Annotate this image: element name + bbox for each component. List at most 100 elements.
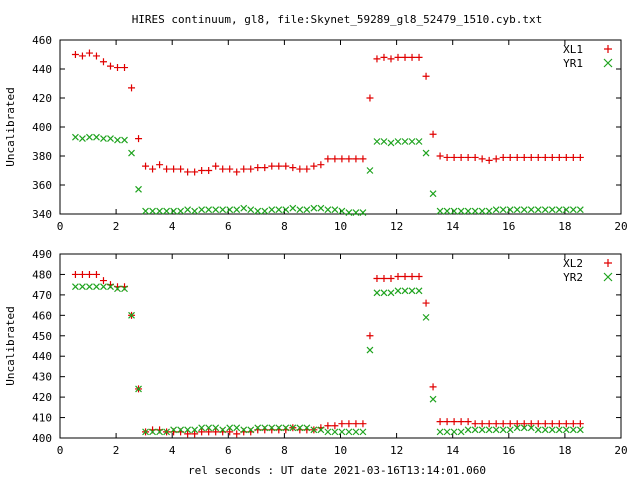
data-point <box>114 285 121 293</box>
data-point <box>191 426 199 434</box>
data-point <box>268 424 276 432</box>
data-point <box>373 289 381 297</box>
data-point <box>121 136 128 144</box>
data-point <box>366 332 374 340</box>
data-point <box>170 207 178 215</box>
x-tick-label: 16 <box>502 220 515 233</box>
data-point <box>352 155 360 163</box>
data-point <box>394 53 402 61</box>
data-point <box>373 55 381 63</box>
data-point <box>352 209 360 216</box>
data-point <box>324 155 332 163</box>
data-point <box>135 185 142 193</box>
data-point <box>163 207 171 215</box>
data-point <box>156 161 164 169</box>
data-point <box>338 420 346 428</box>
data-point <box>401 272 409 280</box>
data-point <box>394 287 402 295</box>
data-point <box>282 162 290 170</box>
x-tick-label: 8 <box>281 220 288 233</box>
data-point <box>240 165 248 173</box>
x-tick-label: 20 <box>614 444 627 457</box>
data-point <box>310 204 318 212</box>
data-point <box>429 395 437 403</box>
data-point <box>163 428 171 436</box>
data-point <box>576 206 584 214</box>
data-point <box>240 204 248 212</box>
data-point <box>478 426 486 434</box>
data-point <box>135 135 143 143</box>
data-point <box>100 283 107 291</box>
data-point <box>128 149 135 157</box>
data-point <box>569 206 577 214</box>
legend-label: XL1 <box>563 43 583 56</box>
data-point <box>513 206 521 214</box>
y-tick-label: 340 <box>32 208 52 221</box>
data-point <box>247 206 255 214</box>
data-point <box>548 206 556 214</box>
data-point <box>492 155 500 163</box>
data-point <box>275 424 283 432</box>
data-point <box>212 424 220 432</box>
x-tick-label: 14 <box>446 444 460 457</box>
data-point <box>408 53 416 61</box>
x-tick-label: 10 <box>334 444 347 457</box>
legend-marker <box>604 45 612 53</box>
y-axis-label: Uncalibrated <box>4 306 17 385</box>
x-tick-label: 8 <box>281 444 288 457</box>
data-point <box>100 135 107 143</box>
data-point <box>555 426 563 434</box>
data-point <box>268 162 276 170</box>
data-point <box>380 138 388 145</box>
data-point <box>450 418 458 426</box>
data-point <box>135 385 142 393</box>
data-point <box>555 206 563 214</box>
data-point <box>226 428 234 436</box>
chart-panel-1: 0 2 4 6 8 10 12 14 16 18 20 340 360 380 400 420 440 460 Un… <box>4 34 628 233</box>
data-point <box>114 64 122 72</box>
data-point <box>387 275 395 283</box>
data-point <box>492 426 500 434</box>
data-point <box>247 165 255 173</box>
data-point <box>92 270 100 278</box>
data-point <box>296 206 304 214</box>
data-point <box>373 275 381 283</box>
data-point <box>149 165 157 173</box>
legend-marker <box>603 272 613 282</box>
data-point <box>387 139 395 147</box>
data-point <box>359 420 367 428</box>
data-point <box>359 428 367 436</box>
data-point <box>226 206 234 214</box>
data-point <box>317 161 325 169</box>
data-point <box>303 165 311 173</box>
data-point <box>457 428 465 436</box>
data-point <box>541 153 549 161</box>
data-point <box>282 206 290 214</box>
data-point <box>436 428 444 436</box>
data-point <box>548 426 556 434</box>
data-point <box>121 285 128 293</box>
data-point <box>226 165 234 173</box>
x-tick-label: 0 <box>57 220 64 233</box>
data-point <box>149 207 156 215</box>
data-point <box>205 424 213 432</box>
y-tick-label: 360 <box>32 179 52 192</box>
data-point <box>401 138 409 145</box>
data-point <box>443 418 451 426</box>
data-point <box>520 424 528 432</box>
data-point <box>569 153 577 161</box>
data-point <box>289 424 297 432</box>
data-point <box>394 138 402 145</box>
data-point <box>499 426 507 434</box>
plot-frame <box>59 253 622 439</box>
data-point <box>415 53 423 61</box>
data-point <box>478 420 486 428</box>
data-point <box>331 428 339 436</box>
data-point <box>562 420 570 428</box>
data-point <box>394 272 402 280</box>
data-point <box>443 153 451 161</box>
y-tick-label: 460 <box>32 309 52 322</box>
data-point <box>520 206 528 214</box>
data-point <box>457 153 465 161</box>
